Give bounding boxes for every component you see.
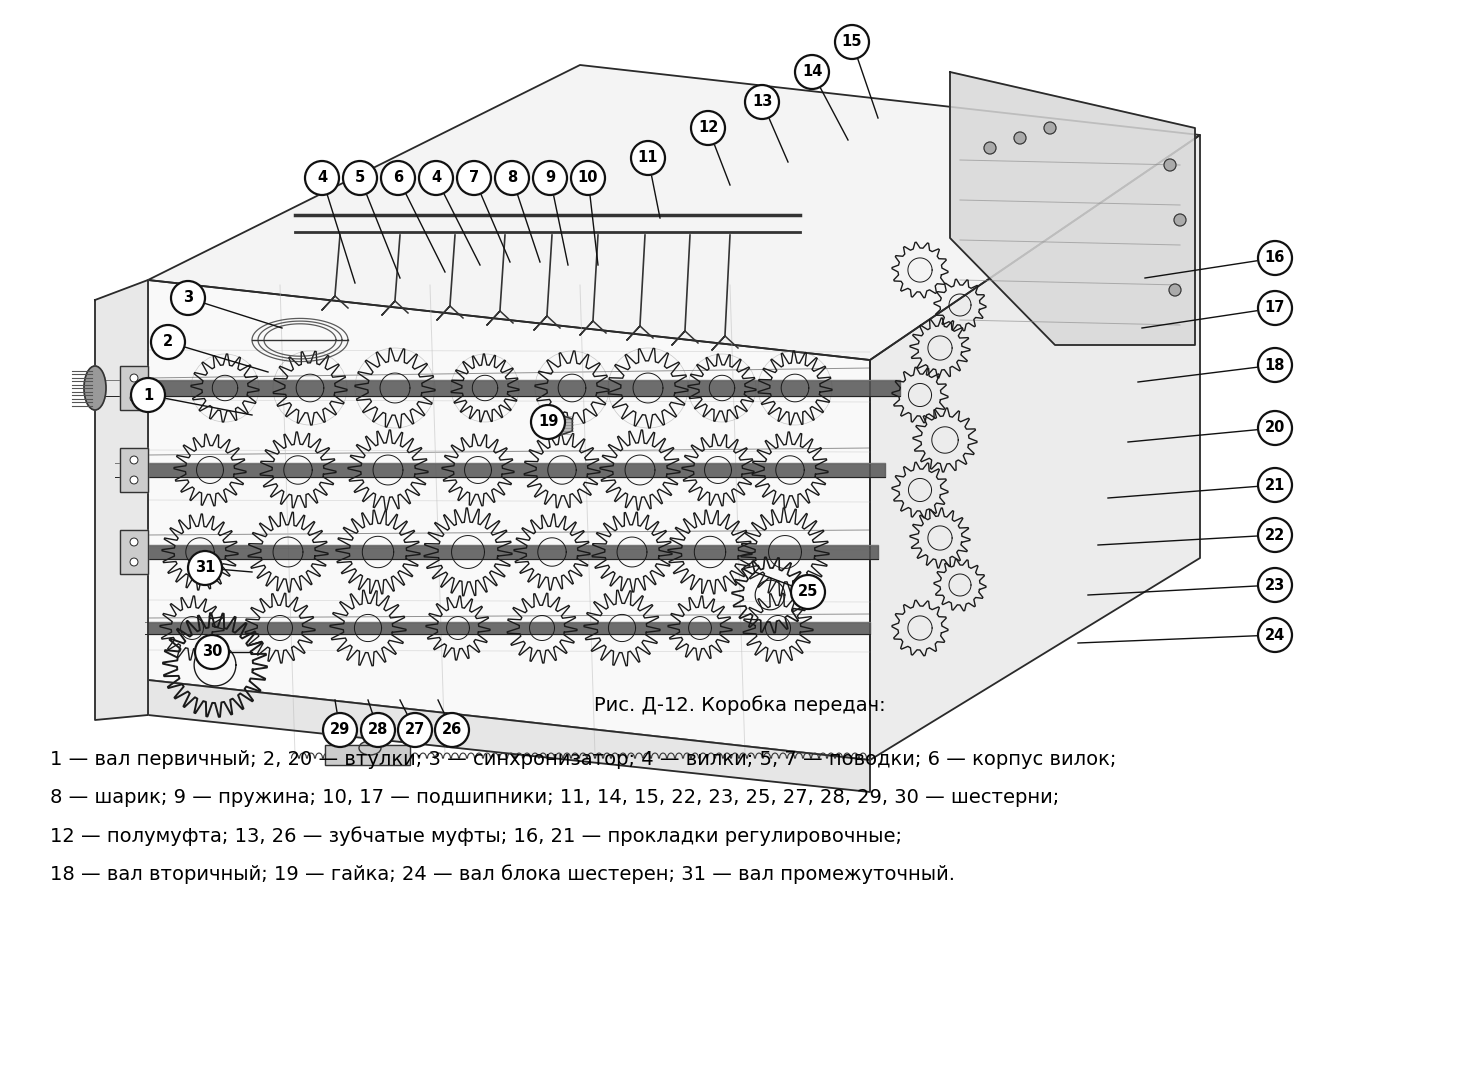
Polygon shape xyxy=(148,280,870,760)
Text: 15: 15 xyxy=(842,34,863,49)
Text: 26: 26 xyxy=(443,723,462,738)
Text: 20: 20 xyxy=(1265,420,1285,436)
Text: 31: 31 xyxy=(195,561,215,576)
Circle shape xyxy=(398,713,432,747)
Circle shape xyxy=(744,85,778,119)
Text: 23: 23 xyxy=(1265,578,1285,593)
Ellipse shape xyxy=(360,741,380,755)
Polygon shape xyxy=(537,413,573,437)
Circle shape xyxy=(457,161,491,195)
Text: 4: 4 xyxy=(431,171,441,185)
Circle shape xyxy=(531,405,565,439)
Text: Рис. Д-12. Коробка передач:: Рис. Д-12. Коробка передач: xyxy=(593,695,887,714)
Circle shape xyxy=(1258,348,1292,382)
Circle shape xyxy=(795,55,829,88)
Circle shape xyxy=(1014,132,1026,144)
Circle shape xyxy=(571,161,605,195)
Text: 29: 29 xyxy=(330,723,351,738)
Text: 10: 10 xyxy=(577,171,598,185)
Circle shape xyxy=(1258,568,1292,602)
Text: 21: 21 xyxy=(1265,478,1285,492)
Circle shape xyxy=(361,713,395,747)
Text: 17: 17 xyxy=(1265,301,1285,316)
Circle shape xyxy=(130,538,138,546)
Circle shape xyxy=(1163,159,1177,171)
Circle shape xyxy=(1043,122,1057,134)
Polygon shape xyxy=(148,65,1200,360)
Circle shape xyxy=(1174,214,1185,226)
Text: 25: 25 xyxy=(798,584,818,599)
Text: 5: 5 xyxy=(355,171,366,185)
Circle shape xyxy=(130,374,138,382)
Circle shape xyxy=(790,575,824,609)
Text: 14: 14 xyxy=(802,65,823,80)
Bar xyxy=(120,366,148,410)
Circle shape xyxy=(835,25,869,59)
Circle shape xyxy=(1258,468,1292,502)
Text: 3: 3 xyxy=(184,291,192,306)
Bar xyxy=(120,366,148,410)
Ellipse shape xyxy=(84,366,107,410)
Polygon shape xyxy=(95,280,148,720)
Text: 16: 16 xyxy=(1265,251,1285,265)
Text: 13: 13 xyxy=(752,95,773,110)
Circle shape xyxy=(1258,241,1292,275)
Circle shape xyxy=(172,281,206,314)
Circle shape xyxy=(380,161,414,195)
Circle shape xyxy=(494,161,528,195)
Bar xyxy=(120,530,148,574)
Text: 30: 30 xyxy=(201,645,222,660)
Circle shape xyxy=(195,635,229,669)
Text: 7: 7 xyxy=(469,171,480,185)
Circle shape xyxy=(130,456,138,464)
Circle shape xyxy=(984,142,996,154)
Text: 27: 27 xyxy=(406,723,425,738)
Text: 12: 12 xyxy=(697,120,718,135)
Circle shape xyxy=(1169,284,1181,296)
Circle shape xyxy=(305,161,339,195)
Text: 2: 2 xyxy=(163,335,173,350)
Bar xyxy=(326,745,410,765)
Text: 1: 1 xyxy=(144,388,152,403)
Circle shape xyxy=(419,161,453,195)
Text: 12 — полумуфта; 13, 26 — зубчатые муфты; 16, 21 — прокладки регулировочные;: 12 — полумуфта; 13, 26 — зубчатые муфты;… xyxy=(50,826,901,845)
Text: 9: 9 xyxy=(545,171,555,185)
Text: 1 — вал первичный; 2, 20 — втулки; 3 — синхронизатор; 4 — вилки; 5, 7 — поводки;: 1 — вал первичный; 2, 20 — втулки; 3 — с… xyxy=(50,750,1116,769)
Text: 19: 19 xyxy=(537,415,558,430)
Text: 18: 18 xyxy=(1265,357,1285,372)
Circle shape xyxy=(130,394,138,402)
Text: 8 — шарик; 9 — пружина; 10, 17 — подшипники; 11, 14, 15, 22, 23, 25, 27, 28, 29,: 8 — шарик; 9 — пружина; 10, 17 — подшипн… xyxy=(50,788,1060,807)
Bar xyxy=(120,448,148,492)
Bar xyxy=(120,448,148,492)
Text: 4: 4 xyxy=(317,171,327,185)
Circle shape xyxy=(630,141,665,175)
Circle shape xyxy=(130,558,138,566)
Text: 11: 11 xyxy=(638,150,659,165)
Text: 22: 22 xyxy=(1265,528,1285,543)
Circle shape xyxy=(435,713,469,747)
Circle shape xyxy=(188,551,222,585)
Bar xyxy=(326,745,410,765)
Circle shape xyxy=(130,477,138,484)
Circle shape xyxy=(323,713,357,747)
Bar xyxy=(120,530,148,574)
Text: 6: 6 xyxy=(392,171,403,185)
Polygon shape xyxy=(148,680,870,792)
Circle shape xyxy=(343,161,377,195)
Text: 24: 24 xyxy=(1265,628,1285,643)
Polygon shape xyxy=(870,135,1200,760)
Circle shape xyxy=(132,378,164,411)
Circle shape xyxy=(1258,291,1292,325)
Text: 18 — вал вторичный; 19 — гайка; 24 — вал блока шестерен; 31 — вал промежуточный.: 18 — вал вторичный; 19 — гайка; 24 — вал… xyxy=(50,865,955,884)
Circle shape xyxy=(1258,411,1292,445)
Text: 8: 8 xyxy=(506,171,517,185)
Circle shape xyxy=(1258,518,1292,552)
Circle shape xyxy=(151,325,185,359)
Circle shape xyxy=(533,161,567,195)
Polygon shape xyxy=(950,72,1194,345)
Circle shape xyxy=(1258,618,1292,652)
Text: 28: 28 xyxy=(369,723,388,738)
Circle shape xyxy=(691,111,725,145)
